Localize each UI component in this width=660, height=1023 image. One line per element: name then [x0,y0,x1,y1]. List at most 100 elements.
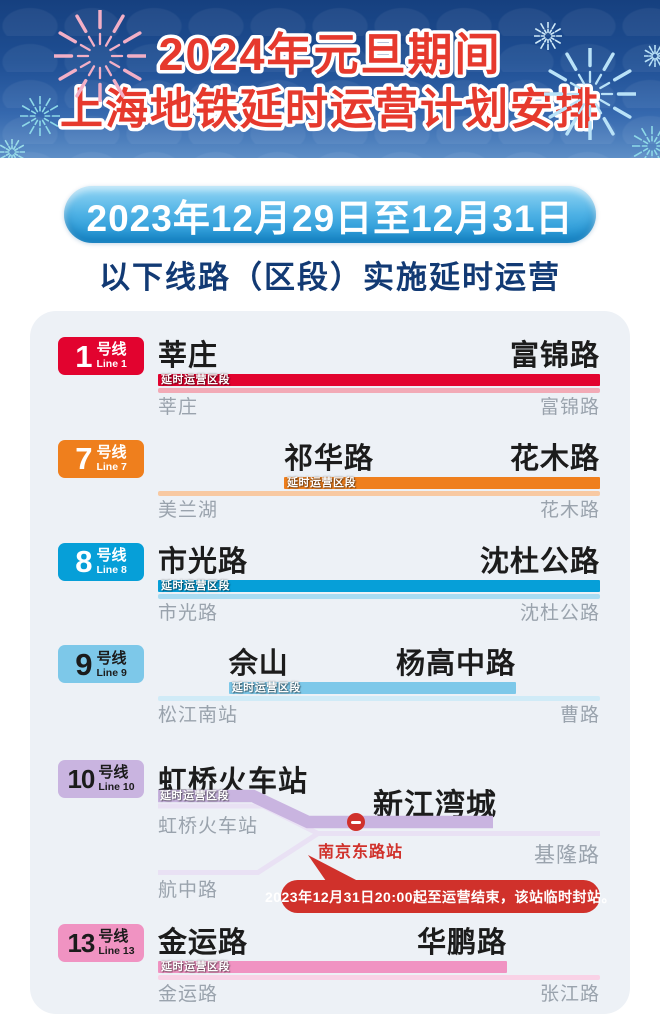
no-entry-bar [351,820,361,824]
terminus-left: 松江南站 [158,705,239,727]
extended-segment-bar: 延时运营区段 [158,961,508,973]
line-diagram: 莘庄 富锦路 延时运营区段 莘庄 富锦路 [158,335,600,420]
station-name: 华鹏路 [417,927,508,959]
station-name: 富锦路 [509,340,600,372]
segment-tag: 延时运营区段 [161,961,230,973]
segment-tag: 延时运营区段 [231,682,301,695]
line-bars: 延时运营区段 [158,961,600,980]
line-suffix: 号线 [98,764,129,782]
line-10-diagram: 虹桥火车站 新江湾城 延时运营区段 虹桥火车站 基隆路 航中路 [158,758,616,914]
line-number: 7 [75,441,93,477]
header-title: 2024年元旦期间 上海地铁延时运营计划安排 [57,26,602,138]
station-name: 祁华路 [283,442,374,475]
station-name: 市光路 [158,545,249,578]
line-row-7: 7 号线 Line 7 祁华路 花木路 延时运营区段 美兰湖 花木路 [58,438,600,523]
line-row-13: 13 号线 Line 13 金运路 华鹏路 延时运营区段 金运路 张江路 [58,922,600,1007]
closed-station-label: 南京东路站 [318,844,404,861]
line-suffix: 号线 [98,928,129,946]
firework-icon [644,45,660,67]
line-bars: 延时运营区段 [158,476,600,496]
line-termini: 莘庄 富锦路 [158,396,600,420]
segment-tag: 延时运营区段 [161,374,230,386]
line-diagram: 祁华路 花木路 延时运营区段 美兰湖 花木路 [158,438,600,523]
line-row-8: 8 号线 Line 8 市光路 沈杜公路 延时运营区段 市光路 沈杜公路 [58,541,600,626]
full-line-bar [158,696,600,702]
segment-station-names: 金运路 华鹏路 [158,922,600,958]
station-name: 花木路 [509,442,600,475]
line-row-1: 1 号线 Line 1 莘庄 富锦路 延时运营区段 莘庄 富锦路 [58,335,600,420]
extended-segment-bar: 延时运营区段 [158,579,600,592]
line-termini: 金运路 张江路 [158,983,600,1007]
segment-tag: 延时运营区段 [160,790,229,802]
firework-icon [0,139,25,158]
firework-icon [544,48,636,140]
line-en-name: Line 13 [98,945,135,958]
date-range-pill: 2023年12月29日至12月31日 [64,186,596,243]
line-badge-labels: 号线 Line 13 [98,929,134,957]
header-banner: 2024年元旦期间 上海地铁延时运营计划安排 [0,0,660,158]
station-name: 金运路 [158,927,249,959]
line-badge: 13 号线 Line 13 [58,924,144,962]
subtitle: 以下线路（区段）实施延时运营 [99,260,561,295]
line-diagram: 市光路 沈杜公路 延时运营区段 市光路 沈杜公路 [158,541,600,626]
terminus-left: 市光路 [158,602,219,624]
station-name: 沈杜公路 [479,545,600,578]
terminus-right: 花木路 [539,499,600,521]
firework-icon [534,22,562,50]
line-badge: 10 号线 Line 10 [58,760,144,798]
extended-segment-bar: 延时运营区段 [283,476,600,489]
line-number: 9 [75,646,93,682]
full-line-bar [158,593,600,599]
branch-line-bar [158,831,320,875]
line-badge: 8 号线 Line 8 [58,542,144,581]
line-diagram: 金运路 华鹏路 延时运营区段 金运路 张江路 [158,922,600,1007]
line-en-name: Line 9 [96,666,127,679]
lines-card: 1 号线 Line 1 莘庄 富锦路 延时运营区段 莘庄 富锦路 7 号 [30,311,630,1014]
station-name: 杨高中路 [396,648,517,681]
line-10-network [158,789,600,881]
line-badge-labels: 号线 Line 9 [96,651,126,679]
segment-station-names: 市光路 沈杜公路 [158,541,600,577]
segment-tag: 延时运营区段 [161,579,230,592]
terminus-right: 曹路 [559,705,600,727]
line-badge: 9 号线 Line 9 [58,645,144,684]
full-line-bar [158,490,600,496]
line-termini: 松江南站 曹路 [158,704,600,728]
line-badge-labels: 号线 Line 10 [98,765,134,793]
line-rows: 1 号线 Line 1 莘庄 富锦路 延时运营区段 莘庄 富锦路 7 号 [58,335,616,1007]
firework-icon [20,96,60,136]
terminus-right: 基隆路 [534,844,600,867]
terminus-right: 张江路 [539,984,600,1005]
segment-station-names: 佘山 杨高中路 [158,643,600,679]
line-suffix: 号线 [96,341,127,359]
line-suffix: 号线 [96,649,127,667]
full-line-bar [158,388,600,393]
line-number: 10 [67,764,95,794]
line-number: 8 [75,544,93,579]
line-termini: 美兰湖 花木路 [158,499,600,523]
line-diagram: 佘山 杨高中路 延时运营区段 松江南站 曹路 [158,643,600,728]
station-closed-icon [347,813,365,831]
segment-station-names: 莘庄 富锦路 [158,335,600,371]
line-suffix: 号线 [96,444,127,461]
extended-segment-bar: 延时运营区段 [158,374,600,386]
line-en-name: Line 1 [96,358,127,371]
extended-segment-bar: 延时运营区段 [228,682,517,695]
line-badge-labels: 号线 Line 1 [96,342,126,370]
terminus-left: 金运路 [158,984,219,1005]
extended-segment-bar [158,789,493,829]
line-suffix: 号线 [96,546,127,564]
line-badge: 7 号线 Line 7 [58,439,144,478]
line-number: 13 [67,928,95,958]
terminus-branch: 航中路 [158,880,219,901]
segment-tag: 延时运营区段 [286,476,356,489]
terminus-right: 富锦路 [539,397,600,418]
line-bars: 延时运营区段 [158,579,600,599]
line-badge: 1 号线 Line 1 [58,337,144,375]
line-number: 1 [75,338,93,374]
full-line-bar [158,975,600,980]
terminus-right: 沈杜公路 [519,602,600,624]
line-badge-labels: 号线 Line 8 [96,548,126,576]
terminus-left: 美兰湖 [158,499,219,521]
